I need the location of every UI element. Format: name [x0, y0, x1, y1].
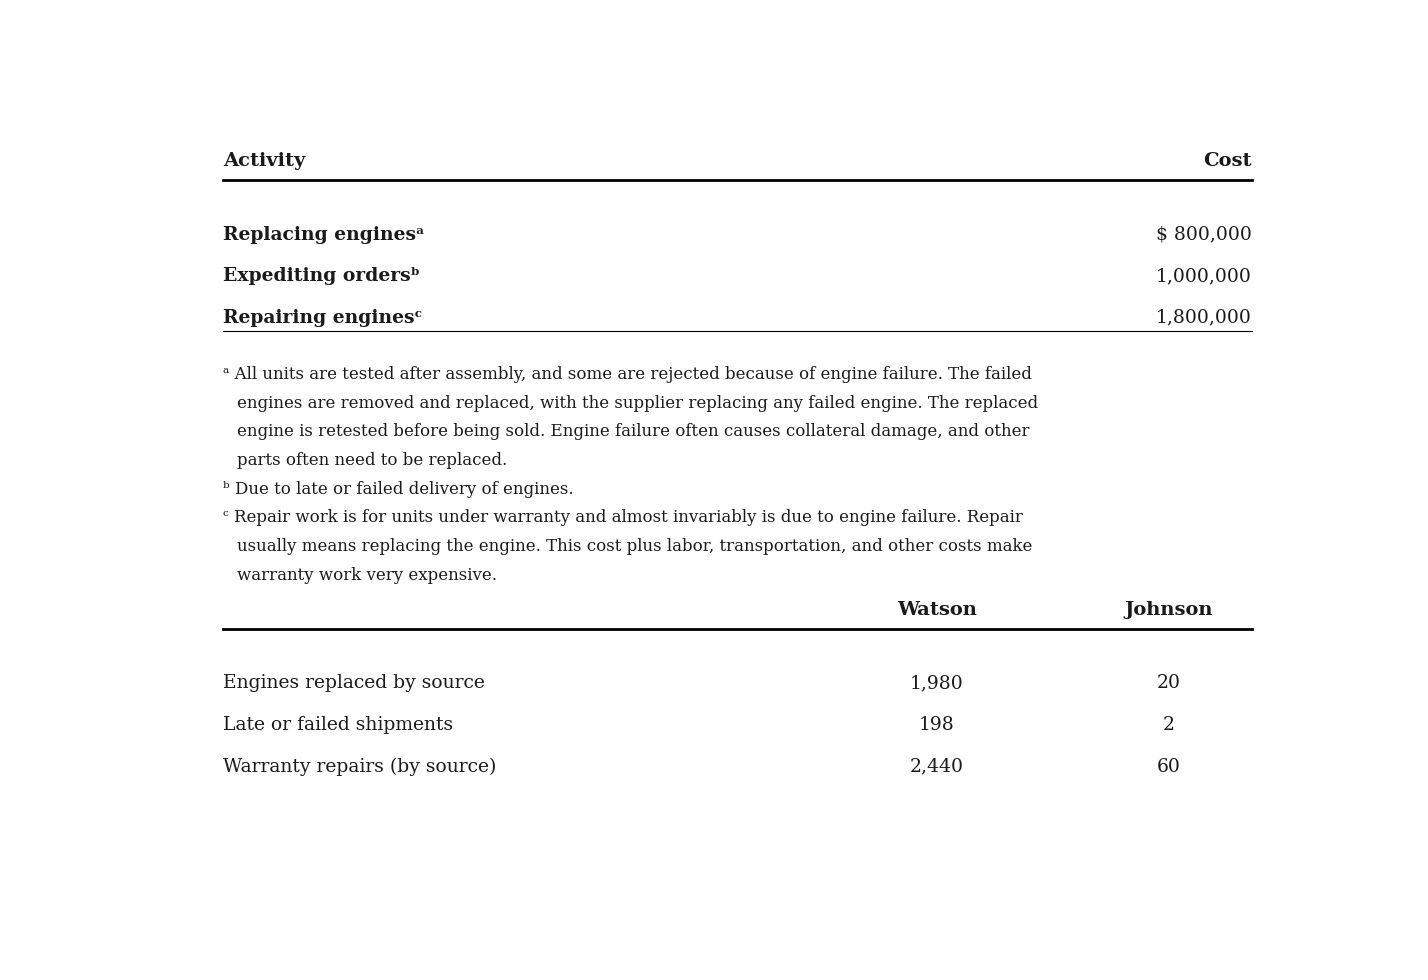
Text: engines are removed and replaced, with the supplier replacing any failed engine.: engines are removed and replaced, with t…	[237, 395, 1038, 412]
Text: 1,980: 1,980	[910, 674, 964, 693]
Text: Warranty repairs (by source): Warranty repairs (by source)	[223, 758, 496, 776]
Text: Activity: Activity	[223, 152, 306, 170]
Text: Replacing enginesᵃ: Replacing enginesᵃ	[223, 225, 424, 243]
Text: $ 800,000: $ 800,000	[1157, 225, 1252, 243]
Text: 1,800,000: 1,800,000	[1157, 309, 1252, 326]
Text: 20: 20	[1157, 674, 1181, 693]
Text: usually means replacing the engine. This cost plus labor, transportation, and ot: usually means replacing the engine. This…	[237, 538, 1032, 555]
Text: Watson: Watson	[897, 601, 977, 618]
Text: Late or failed shipments: Late or failed shipments	[223, 716, 453, 734]
Text: 1,000,000: 1,000,000	[1157, 267, 1252, 285]
Text: warranty work very expensive.: warranty work very expensive.	[237, 566, 497, 583]
Text: Cost: Cost	[1204, 152, 1252, 170]
Text: 198: 198	[918, 716, 954, 734]
Text: ᵇ Due to late or failed delivery of engines.: ᵇ Due to late or failed delivery of engi…	[223, 480, 574, 498]
Text: engine is retested before being sold. Engine failure often causes collateral dam: engine is retested before being sold. En…	[237, 423, 1030, 440]
Text: parts often need to be replaced.: parts often need to be replaced.	[237, 452, 507, 468]
Text: ᵃ All units are tested after assembly, and some are rejected because of engine f: ᵃ All units are tested after assembly, a…	[223, 366, 1031, 383]
Text: 2: 2	[1162, 716, 1175, 734]
Text: Expediting ordersᵇ: Expediting ordersᵇ	[223, 267, 420, 285]
Text: 2,440: 2,440	[910, 758, 964, 775]
Text: Engines replaced by source: Engines replaced by source	[223, 674, 484, 693]
Text: 60: 60	[1157, 758, 1181, 775]
Text: Repairing enginesᶜ: Repairing enginesᶜ	[223, 309, 423, 326]
Text: ᶜ Repair work is for units under warranty and almost invariably is due to engine: ᶜ Repair work is for units under warrant…	[223, 510, 1022, 526]
Text: Johnson: Johnson	[1125, 601, 1214, 618]
